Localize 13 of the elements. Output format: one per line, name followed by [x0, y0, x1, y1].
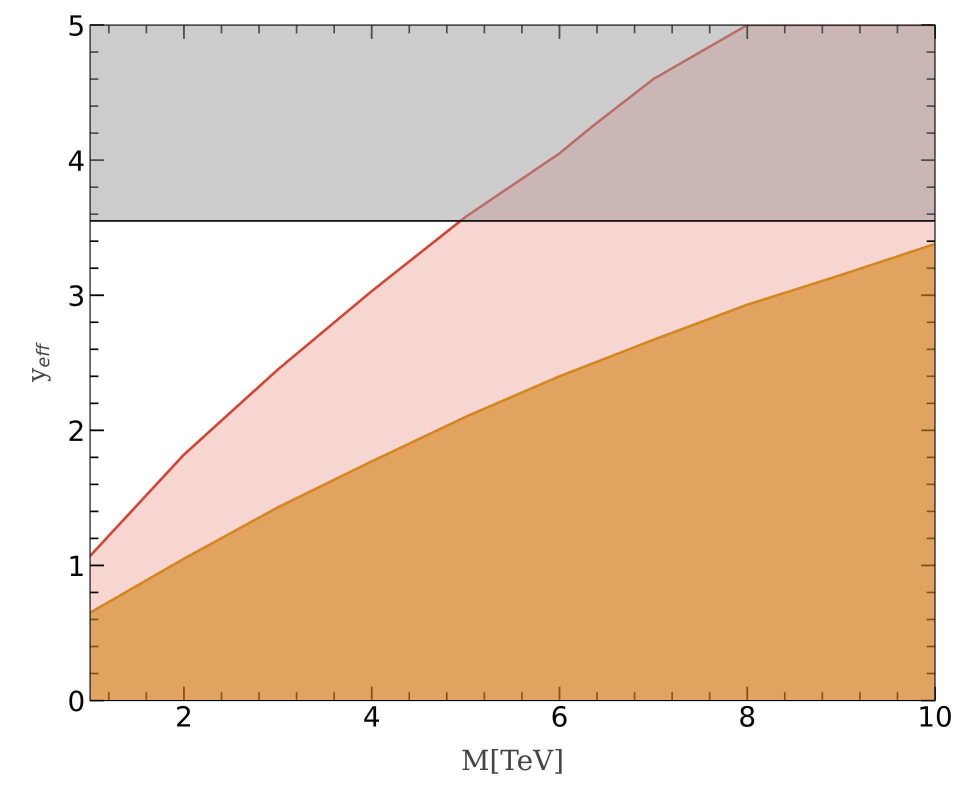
- y-axis-title: y$_{eff}$: [32, 342, 51, 382]
- y-tick-label: 1: [70, 556, 83, 576]
- y-tick-label: 5: [70, 15, 83, 36]
- x-tick-label: 2: [177, 706, 190, 727]
- y-tick-label: 0: [69, 690, 84, 712]
- y-tick-label: 3: [70, 285, 83, 306]
- x-tick-label: 4: [364, 706, 379, 727]
- x-axis-title: M[TeV]: [462, 748, 562, 774]
- y-tick-label: 4: [68, 150, 84, 171]
- x-tick-label: 6: [552, 706, 567, 727]
- x-tick-label: 8: [740, 706, 754, 727]
- y-tick-label: 2: [70, 420, 82, 441]
- x-tick-label: 10: [920, 706, 951, 727]
